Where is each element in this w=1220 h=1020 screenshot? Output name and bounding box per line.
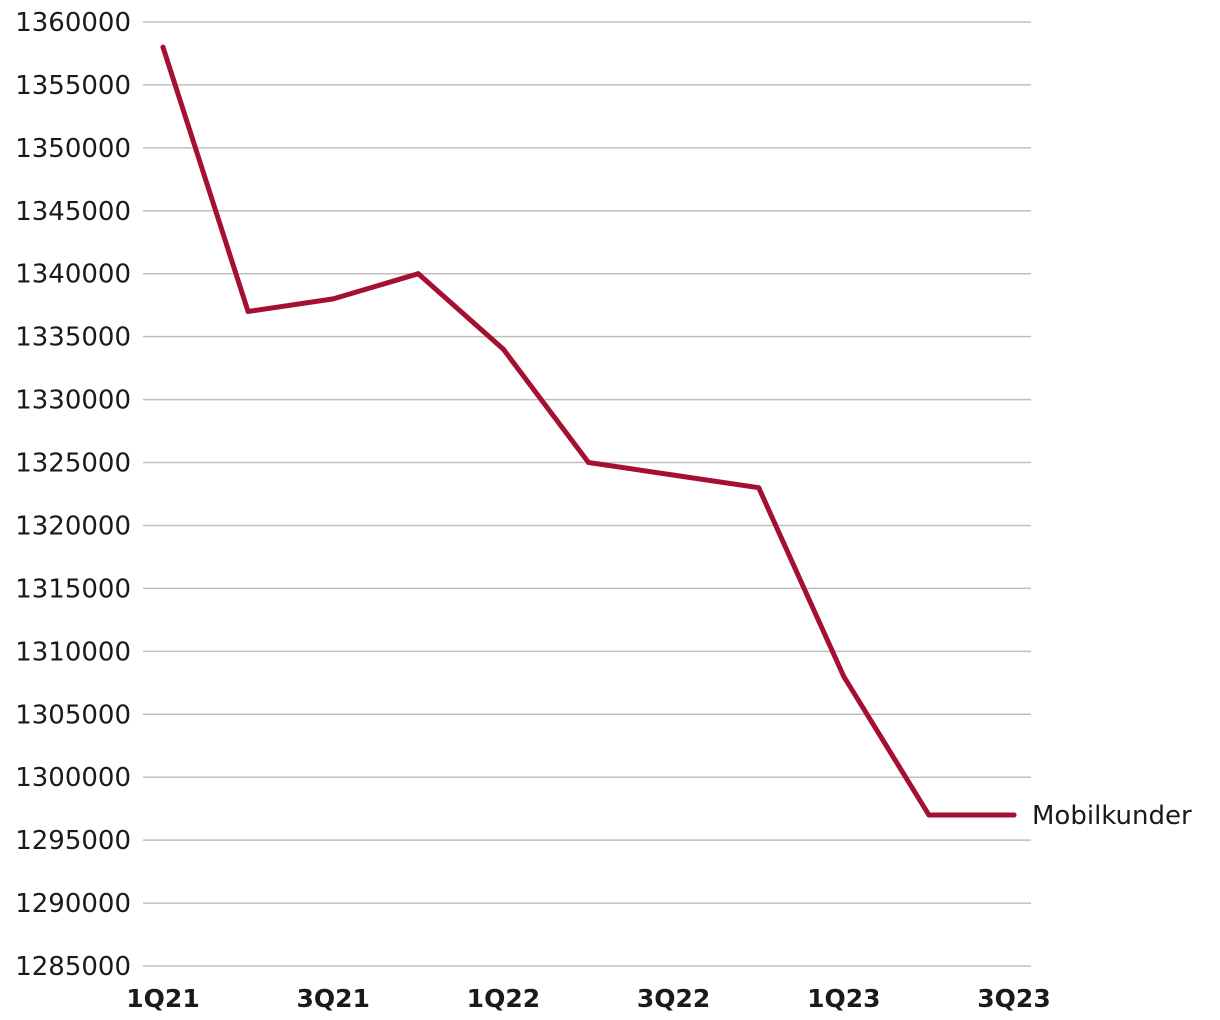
x-tick-label: 3Q21 bbox=[296, 984, 369, 1013]
data-point bbox=[415, 271, 421, 277]
y-tick-label: 1350000 bbox=[15, 134, 131, 164]
y-tick-label: 1335000 bbox=[15, 323, 131, 353]
data-point bbox=[160, 44, 166, 50]
x-tick-label: 1Q22 bbox=[467, 984, 540, 1013]
gridlines bbox=[143, 21, 1031, 967]
y-tick-label: 1295000 bbox=[15, 826, 131, 856]
data-point bbox=[245, 308, 251, 314]
y-tick-label: 1285000 bbox=[15, 952, 131, 982]
data-point bbox=[500, 346, 506, 352]
series-line-mobilkunder bbox=[160, 44, 1017, 818]
y-tick-label: 1305000 bbox=[15, 700, 131, 730]
data-point bbox=[1011, 812, 1017, 818]
y-tick-label: 1320000 bbox=[15, 511, 131, 541]
y-tick-label: 1355000 bbox=[15, 71, 131, 101]
y-tick-label: 1345000 bbox=[15, 197, 131, 227]
data-point bbox=[841, 674, 847, 680]
y-tick-label: 1290000 bbox=[15, 889, 131, 919]
data-point bbox=[926, 812, 932, 818]
data-point bbox=[671, 472, 677, 478]
series-label: Mobilkunder bbox=[1032, 801, 1192, 831]
y-tick-label: 1315000 bbox=[15, 574, 131, 604]
y-axis-tick-labels: 1285000 1290000 1295000 1300000 1305000 13100… bbox=[15, 8, 131, 982]
series-lines bbox=[160, 44, 1017, 818]
y-tick-label: 1360000 bbox=[15, 8, 131, 38]
data-point bbox=[586, 460, 591, 466]
x-tick-label: 1Q23 bbox=[807, 984, 880, 1013]
x-tick-label: 3Q23 bbox=[977, 984, 1050, 1013]
y-tick-label: 1325000 bbox=[15, 449, 131, 479]
data-point bbox=[330, 296, 336, 302]
x-tick-label: 1Q21 bbox=[126, 984, 199, 1013]
y-tick-label: 1340000 bbox=[15, 260, 131, 290]
data-point bbox=[756, 485, 762, 491]
x-tick-label: 3Q22 bbox=[637, 984, 710, 1013]
x-axis-tick-labels: 1Q21 3Q21 1Q22 3Q22 1Q23 3Q23 bbox=[126, 984, 1050, 1013]
series-labels: Mobilkunder bbox=[1032, 801, 1192, 831]
y-tick-label: 1300000 bbox=[15, 763, 131, 793]
y-tick-label: 1330000 bbox=[15, 386, 131, 416]
y-tick-label: 1310000 bbox=[15, 637, 131, 667]
